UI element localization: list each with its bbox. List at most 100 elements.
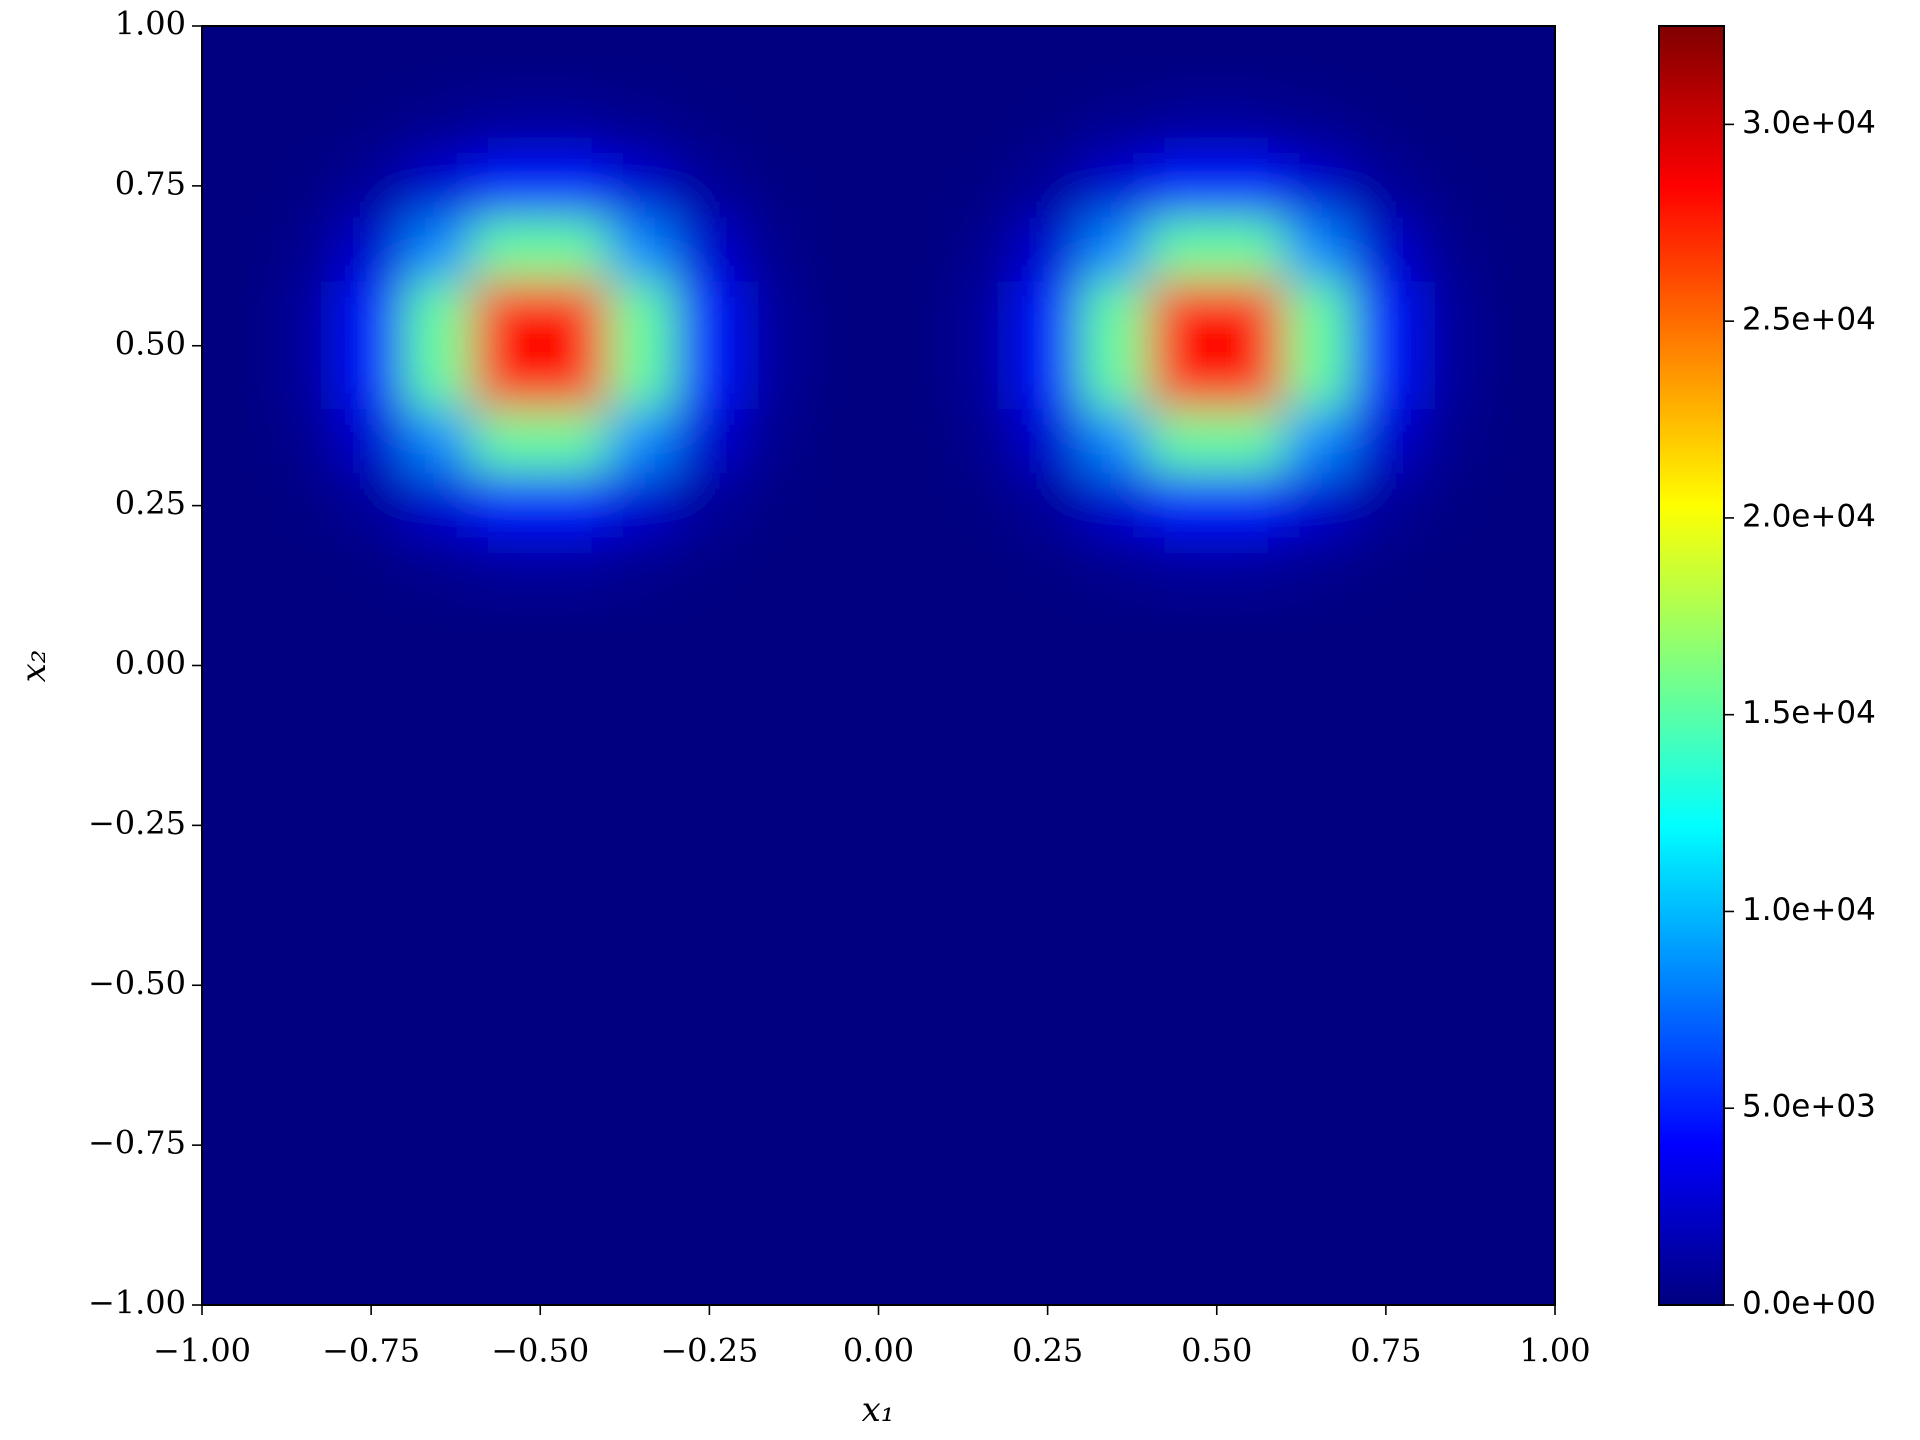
heatmap-cell [810, 217, 879, 283]
heatmap-cell [945, 409, 1015, 475]
heatmap-cell [1216, 217, 1285, 283]
colorbar-tick-label: 3.0e+04 [1742, 105, 1876, 141]
heatmap-cell [1013, 792, 1082, 858]
heatmap-cell [1419, 1176, 1488, 1242]
heatmap-cell [1283, 1176, 1353, 1242]
colorbar-tick-label: 0.0e+00 [1742, 1286, 1876, 1322]
heatmap-cell [1419, 473, 1488, 539]
heatmap-cell [607, 665, 677, 730]
x-tick-label: −0.50 [491, 1332, 589, 1370]
ticks: −1.00 −0.75 −0.50 −0.25 0.00 0.25 0.50 0.75 1.00… [88, 5, 1876, 1370]
heatmap-cell [1148, 984, 1218, 1050]
heatmap-cell [607, 153, 677, 219]
heatmap-cell [810, 473, 879, 539]
heatmap-cell [675, 601, 744, 666]
heatmap-cell [878, 1176, 947, 1242]
heatmap-cell [1351, 409, 1421, 475]
heatmap-cell [1013, 473, 1082, 539]
heatmap-cell [269, 601, 338, 666]
x-tick-label: 0.50 [1181, 1332, 1252, 1370]
heatmap-cell [1013, 153, 1082, 219]
heatmap-cell [1080, 728, 1150, 794]
heatmap-cell [1080, 984, 1150, 1050]
heatmap-cell [472, 920, 541, 986]
heatmap-cell [1486, 792, 1555, 858]
heatmap-cell [472, 473, 541, 539]
heatmap-cell [472, 1176, 541, 1242]
heatmap-cell [1419, 1240, 1488, 1305]
heatmap-cell [945, 1112, 1015, 1178]
heatmap-cell [607, 1176, 677, 1242]
heatmap-cell [472, 665, 541, 730]
heatmap-cell [742, 728, 812, 794]
heatmap-cell [1351, 217, 1421, 283]
heatmap-cell [404, 26, 474, 91]
heatmap-cell [202, 1048, 271, 1114]
heatmap-cell [336, 665, 406, 730]
heatmap-cell [810, 281, 879, 347]
heatmap-cell [539, 217, 609, 283]
heatmap-cell [1486, 920, 1555, 986]
heatmap-cell [945, 1240, 1015, 1305]
heatmap-cell [1216, 1112, 1285, 1178]
heatmap-cell [1419, 89, 1488, 155]
heatmap-cell [1283, 1112, 1353, 1178]
heatmap-cell [202, 1112, 271, 1178]
heatmap-cell [1419, 856, 1488, 922]
heatmap-cell [1283, 537, 1353, 603]
heatmap-cell [1486, 1112, 1555, 1178]
heatmap-cell [202, 281, 271, 347]
heatmap-cell [1283, 89, 1353, 155]
heatmap-cell [1419, 26, 1488, 91]
heatmap-cell [742, 1240, 812, 1305]
heatmap-cell [1419, 409, 1488, 475]
colorbar-tick-label: 1.5e+04 [1742, 695, 1876, 731]
heatmap-cell [1419, 920, 1488, 986]
heatmap-cell [742, 281, 812, 347]
x-tick-label: 0.00 [843, 1332, 914, 1370]
heatmap-cell [1216, 537, 1285, 603]
heatmap-cell [742, 537, 812, 603]
heatmap-cell [810, 665, 879, 730]
heatmap-cell [810, 601, 879, 666]
heatmap-cell [607, 409, 677, 475]
heatmap-cell [810, 345, 879, 411]
heatmap-cell [202, 665, 271, 730]
x-tick-label: 0.75 [1350, 1332, 1421, 1370]
heatmap-cell [1216, 856, 1285, 922]
heatmap-cell [1080, 601, 1150, 666]
heatmap-cell [1080, 473, 1150, 539]
heatmap-cell [269, 1176, 338, 1242]
heatmap-cell [1148, 728, 1218, 794]
heatmap-cell [878, 856, 947, 922]
heatmap-cell [539, 537, 609, 603]
heatmap-cell [472, 601, 541, 666]
heatmap-cell [878, 984, 947, 1050]
heatmap-cell [607, 473, 677, 539]
heatmap-cell [1486, 409, 1555, 475]
heatmap-cell [404, 665, 474, 730]
heatmap-cell [1080, 1112, 1150, 1178]
heatmap-cell [607, 920, 677, 986]
heatmap-cell [202, 473, 271, 539]
heatmap-cell [1419, 281, 1488, 347]
y-tick-label: −0.25 [88, 804, 186, 842]
heatmap-cell [1148, 473, 1218, 539]
heatmap-cell [810, 409, 879, 475]
heatmap-cell [945, 1048, 1015, 1114]
heatmap-cell [742, 792, 812, 858]
x-axis-label: x₁ [862, 1390, 895, 1430]
heatmap-cell [202, 153, 271, 219]
y-tick-label: 0.75 [115, 164, 186, 202]
x-tick-label: −0.75 [322, 1332, 420, 1370]
heatmap-cell [1148, 537, 1218, 603]
heatmap-cell [1283, 26, 1353, 91]
heatmap-cell [810, 1048, 879, 1114]
heatmap-cell [1216, 281, 1285, 347]
heatmap-cell [404, 920, 474, 986]
heatmap-cell [810, 856, 879, 922]
heatmap-cell [945, 537, 1015, 603]
heatmap-cell [539, 345, 609, 411]
heatmap-cell [1013, 1176, 1082, 1242]
heatmap-cell [1283, 665, 1353, 730]
